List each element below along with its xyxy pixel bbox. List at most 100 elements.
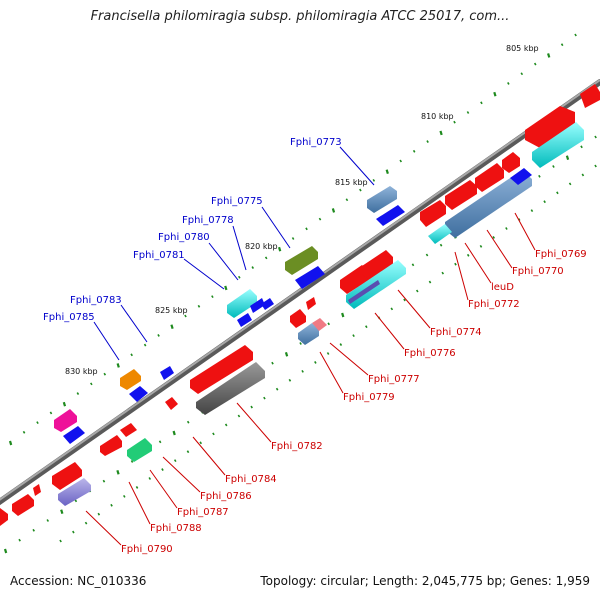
reverse-strand-genes: [0, 84, 600, 526]
tick-mark: [170, 324, 174, 330]
label-fphi-0770[interactable]: Fphi_0770: [512, 266, 564, 277]
gene-fphi-0779d[interactable]: [298, 323, 319, 345]
gene-fphi-0772b[interactable]: [445, 180, 477, 210]
tick-mark: [46, 519, 50, 522]
tick-mark: [365, 325, 368, 329]
tick-mark: [97, 512, 101, 516]
label-fphi-0777[interactable]: Fphi_0777: [368, 374, 420, 385]
gene-fphi-0785b[interactable]: [54, 409, 77, 432]
tick-mark: [3, 548, 8, 554]
gene-fphi-0769b[interactable]: [580, 84, 600, 108]
map-title: Francisella philomiragia subsp. philomir…: [90, 9, 510, 24]
tick-mark: [8, 440, 13, 446]
label-fphi-0786[interactable]: Fphi_0786: [200, 491, 252, 502]
gene-fphi-0772[interactable]: [475, 163, 504, 192]
label-fphi-0784[interactable]: Fphi_0784: [225, 474, 277, 485]
tick-mark: [251, 266, 255, 269]
label-fphi-0782[interactable]: Fphi_0782: [271, 441, 323, 452]
label-fphi-0781[interactable]: Fphi_0781: [133, 250, 185, 261]
gene-fphi-0774b[interactable]: [445, 170, 532, 238]
label-fphi-0780[interactable]: Fphi_0780: [158, 232, 210, 243]
gene-fphi-0791b[interactable]: [12, 494, 34, 516]
gene-fphi-0783b[interactable]: [120, 369, 141, 390]
tick-mark: [49, 411, 53, 415]
gene-fphi-0778[interactable]: [227, 289, 257, 318]
label-fphi-0785[interactable]: Fphi_0785: [43, 312, 95, 323]
gene-fphi-0779e[interactable]: [312, 318, 327, 331]
tick-mark: [212, 432, 215, 436]
tick-mark: [197, 304, 201, 308]
label-fphi-0769[interactable]: Fphi_0769: [535, 249, 587, 260]
tick-mark: [284, 352, 289, 357]
label-fphi-0787[interactable]: Fphi_0787: [177, 507, 229, 518]
tick-mark: [72, 530, 75, 534]
label-fphi-0778[interactable]: Fphi_0778: [182, 215, 234, 226]
tick-mark: [454, 262, 457, 266]
label-fphi-0783[interactable]: Fphi_0783: [70, 295, 122, 306]
tick-mark: [581, 173, 585, 177]
gene-fphi-0782[interactable]: [190, 345, 253, 394]
gene-fphi-0788[interactable]: [127, 438, 152, 462]
gene-fphi-0782b[interactable]: [196, 362, 265, 415]
tick-mark: [76, 392, 80, 395]
gene-fphi-0769[interactable]: [525, 106, 575, 148]
label-fphi-0776[interactable]: Fphi_0776: [404, 348, 456, 359]
gene-fphi-0784[interactable]: [165, 397, 178, 410]
tick-mark: [59, 539, 62, 543]
gene-fphi-0787[interactable]: [120, 423, 137, 437]
gene-fphi-0783[interactable]: [160, 366, 174, 380]
gene-fphi-0779b[interactable]: [348, 280, 380, 304]
gene-fphi-0777[interactable]: [362, 250, 393, 280]
gene-fphi-0791[interactable]: [0, 508, 8, 526]
tick-mark: [116, 363, 120, 368]
label-fphi-0790[interactable]: Fphi_0790: [121, 544, 173, 555]
tick-mark: [263, 396, 266, 400]
label-fphi-0779[interactable]: Fphi_0779: [343, 392, 395, 403]
gene-fphi-0777b[interactable]: [306, 297, 316, 310]
label-fphi-0788[interactable]: Fphi_0788: [150, 523, 202, 534]
scale-label-825: 825 kbp: [155, 306, 188, 315]
forward-strand-genes: [54, 186, 405, 444]
label-fphi-0772[interactable]: Fphi_0772: [468, 299, 520, 310]
gene-leud[interactable]: [502, 152, 520, 173]
gene-fphi-0790c[interactable]: [33, 484, 41, 496]
gene-fphi-0773[interactable]: [367, 186, 397, 213]
gene-fphi-0775[interactable]: [285, 246, 318, 275]
scale-label-810: 810 kbp: [421, 112, 454, 121]
gene-fphi-0790[interactable]: [52, 462, 82, 490]
accession-text: Accession: NC_010336: [10, 574, 147, 588]
gene-fphi-0775b[interactable]: [295, 266, 325, 289]
tick-mark: [135, 486, 139, 489]
label-fphi-0774[interactable]: Fphi_0774: [430, 327, 482, 338]
gene-fphi-0776b[interactable]: [340, 265, 369, 294]
tick-mark: [211, 295, 214, 299]
tick-mark: [493, 91, 497, 97]
label-fphi-0775[interactable]: Fphi_0775: [211, 196, 263, 207]
label-leud[interactable]: leuD: [491, 282, 514, 293]
tick-mark: [291, 237, 295, 240]
gene-fphi-0776[interactable]: [428, 224, 452, 244]
tick-mark: [130, 353, 133, 357]
gene-fphi-0778b[interactable]: [250, 298, 265, 313]
label-fphi-0773[interactable]: Fphi_0773: [290, 137, 342, 148]
tick-mark: [36, 421, 39, 425]
tick-mark: [505, 227, 508, 230]
gene-fphi-0770[interactable]: [532, 122, 584, 168]
tick-mark: [301, 369, 304, 373]
gene-fphi-0774c[interactable]: [510, 168, 532, 185]
gene-fphi-0774[interactable]: [420, 200, 446, 227]
gene-fphi-0790b[interactable]: [58, 478, 91, 506]
gene-fphi-0781[interactable]: [237, 313, 252, 327]
gene-fphi-0785c[interactable]: [63, 426, 85, 444]
gene-fphi-0779c[interactable]: [290, 309, 306, 328]
leader-fphi-0770: [486, 229, 513, 269]
gene-fphi-0773b[interactable]: [376, 205, 405, 226]
tick-mark: [331, 208, 336, 213]
gene-fphi-0785[interactable]: [129, 386, 148, 402]
gene-fphi-0780[interactable]: [261, 298, 274, 310]
tick-mark: [74, 499, 78, 503]
tick-mark: [22, 430, 26, 434]
gene-fphi-0786[interactable]: [100, 435, 122, 456]
leader-fphi-0780: [208, 242, 239, 281]
